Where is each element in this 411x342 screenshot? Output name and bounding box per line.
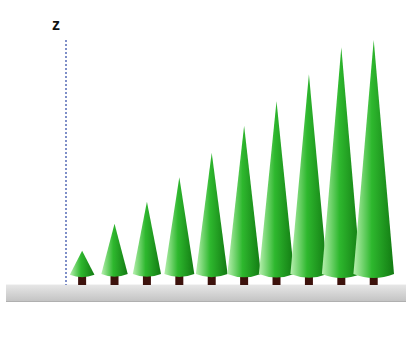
svg-text:z: z [52, 16, 60, 33]
